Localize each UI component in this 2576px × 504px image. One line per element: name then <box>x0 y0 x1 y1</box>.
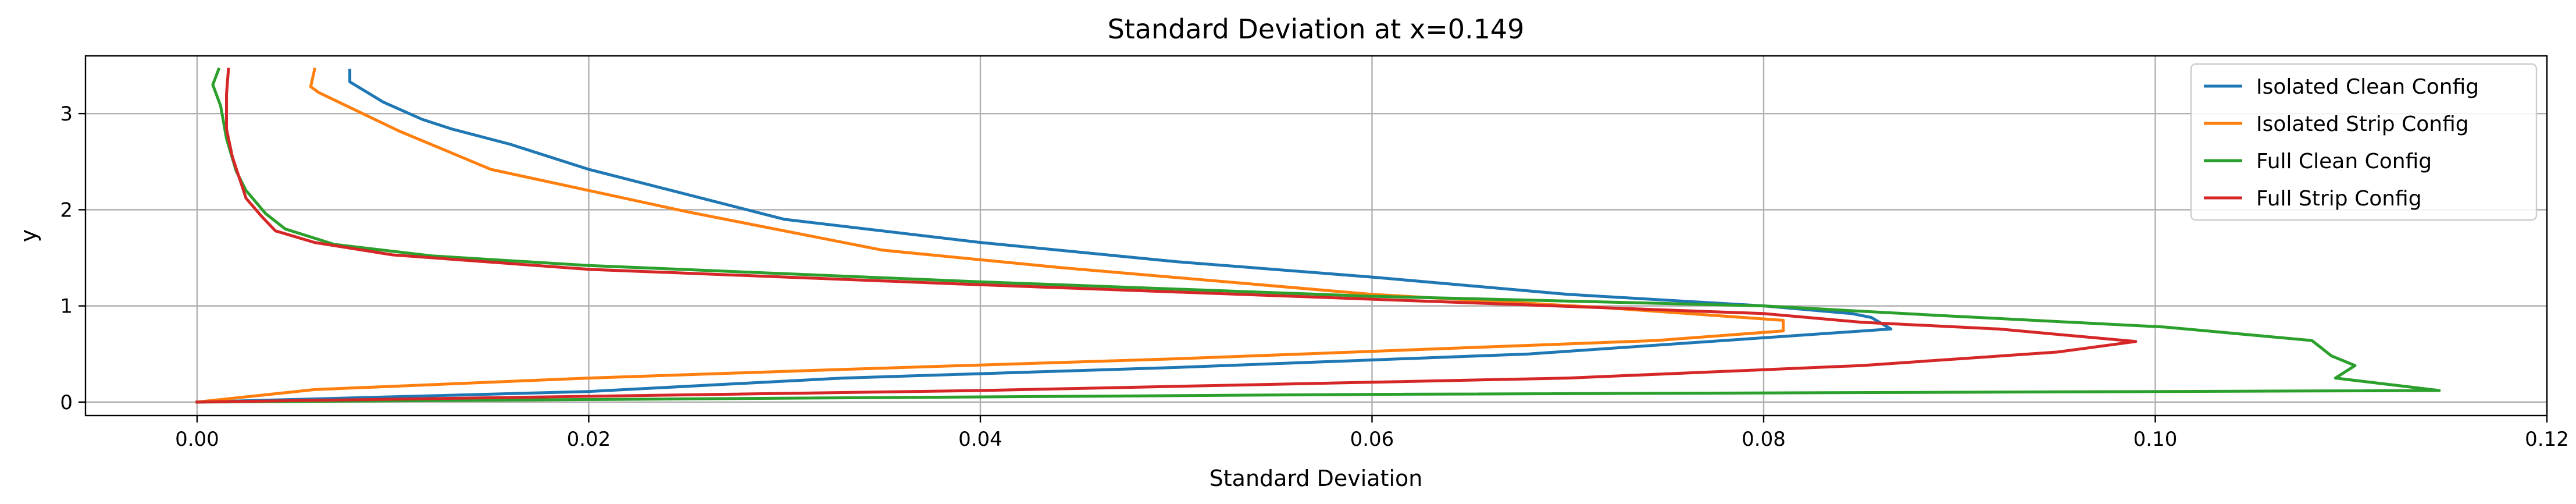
x-tick-label: 0.00 <box>175 428 219 451</box>
series-line-4 <box>195 68 2138 404</box>
y-tick-label: 0 <box>60 391 73 414</box>
legend: Isolated Clean Config Isolated Strip Conf… <box>2190 63 2538 221</box>
x-tick-label: 0.12 <box>2525 428 2569 451</box>
x-tick-label: 0.08 <box>1742 428 1786 451</box>
y-tick-label: 2 <box>60 198 73 222</box>
legend-entries: Isolated Clean Config Isolated Strip Conf… <box>2204 75 2479 211</box>
legend-label: Isolated Clean Config <box>2256 75 2479 99</box>
x-axis-title: Standard Deviation <box>1209 466 1423 491</box>
y-tick-label: 1 <box>60 295 73 318</box>
legend-label: Full Strip Config <box>2256 187 2422 211</box>
series-lines <box>195 67 2441 404</box>
x-tick-label: 0.10 <box>2133 428 2178 451</box>
series-line-1 <box>195 69 1893 404</box>
axis-ticks: 0.00 0.02 0.04 0.06 0.08 0.10 0.12 0 1 2 3 <box>60 102 2568 451</box>
x-tick-label: 0.06 <box>1350 428 1394 451</box>
legend-label: Full Clean Config <box>2256 150 2432 173</box>
y-axis-title: y <box>16 229 41 243</box>
grid <box>85 56 2548 416</box>
legend-label: Isolated Strip Config <box>2256 112 2469 136</box>
y-tick-label: 3 <box>60 102 73 126</box>
x-tick-label: 0.02 <box>567 428 611 451</box>
chart-title: Standard Deviation at x=0.149 <box>1108 13 1525 45</box>
x-tick-label: 0.04 <box>958 428 1002 451</box>
legend-box <box>2190 63 2538 221</box>
series-line-2 <box>195 68 1785 404</box>
plot-frame <box>84 55 2548 417</box>
